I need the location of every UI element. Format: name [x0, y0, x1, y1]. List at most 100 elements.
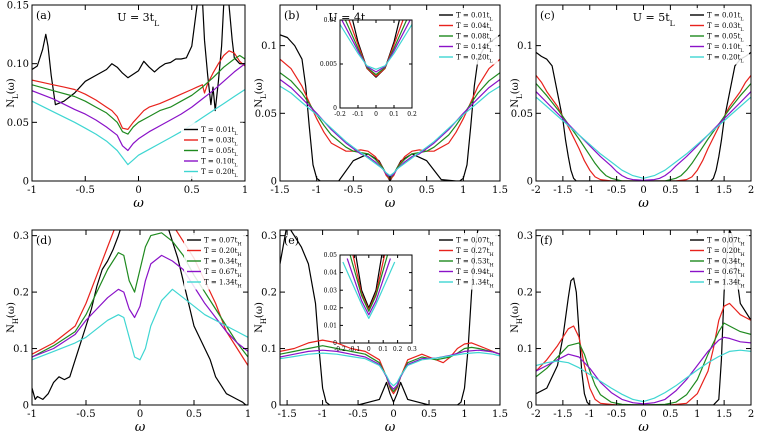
- panel-e-label: (e): [284, 234, 299, 247]
- panel-d-x-tick-label: -1: [27, 409, 37, 420]
- panel-c-y-tick-label: 0: [527, 177, 533, 188]
- panel-e-x-axis-label: ω: [385, 420, 396, 435]
- panel-e-curves: [280, 230, 500, 405]
- panel-e-legend-label: T = 0.07tH: [456, 237, 494, 248]
- panel-d-legend-label: T = 0.07tH: [204, 237, 242, 248]
- panel-a-x-tick-label: 0: [135, 185, 141, 196]
- panel-a-series-line-3: [32, 63, 245, 152]
- panel-e-series-line-3: [280, 349, 500, 390]
- panel-a-series-line-1: [32, 50, 245, 130]
- panel-c-x-tick-label: 2: [748, 185, 754, 196]
- panel-c: -2 -1.5 -1 -0.5 0 0.5 1 1.5 2 0 0.05 0.1 (c) U = 5tL ω…: [510, 4, 754, 211]
- panel-a-curves: [32, 5, 245, 166]
- panel-c-series-line-3: [536, 91, 751, 181]
- panel-c-x-tick-label: 1.5: [716, 185, 732, 196]
- panel-e-y-axis-label: NH(ω): [254, 302, 268, 333]
- panel-d-series-line-2: [32, 232, 248, 358]
- panel-e-legend-label: T = 0.27tH: [456, 247, 494, 258]
- panel-e-x-tick-label: -0.5: [348, 409, 367, 420]
- panel-c-label: (c): [540, 9, 555, 22]
- panel-f-x-tick-label: 1.5: [716, 409, 732, 420]
- panel-f-legend-label: T = 0.07tH: [707, 237, 745, 248]
- panel-f-legend-label: T = 1.34tH: [707, 279, 745, 290]
- panel-b-y-axis-label: NL(ω): [254, 78, 268, 107]
- panel-b-inset: -0.2 -0.1 0 0.1 0.2 0 0.005 0.01: [320, 17, 417, 118]
- panel-b-x-tick-label: -1: [312, 185, 322, 196]
- panel-b-x-tick-label: 0: [387, 185, 393, 196]
- panel-b-y-tick-label: 0.05: [255, 109, 277, 120]
- panel-d-curves: [32, 230, 248, 405]
- panel-b: -1.5-1-0.500.511.500.050.1(b)U = 4tLωNL(…: [254, 4, 508, 211]
- panel-f-legend-label: T = 0.34tH: [707, 258, 745, 269]
- panel-f-x-tick-label: 2: [748, 409, 754, 420]
- panel-a-x-tick-label: 0.5: [184, 185, 200, 196]
- panel-e-frame: [279, 229, 501, 406]
- panel-d-series-line-1: [32, 230, 248, 366]
- panel-e-inset-curves: [342, 255, 396, 319]
- panel-a-y-axis-label: NL(ω): [6, 78, 20, 107]
- panel-c-series-line-4: [536, 96, 751, 179]
- panel-c-x-tick-label: -1.5: [553, 185, 572, 196]
- panel-d: -1 -0.5 0 0.5 1 0 0.1 0.2 0.3 (d) ω NH(ω) T = 0.07tH…: [6, 229, 251, 435]
- panel-f-y-tick-label: 0.1: [517, 344, 533, 355]
- panel-e-inset-x-tick-label: 0: [367, 346, 371, 353]
- panel-b-legend-label: T = 0.08tL: [456, 33, 493, 44]
- panel-c-x-axis-label: ω: [638, 196, 649, 211]
- panel-f-x-tick-label: 1: [694, 409, 700, 420]
- panel-d-x-tick-label: -0.5: [76, 409, 95, 420]
- panel-c-x-tick-label: -0.5: [607, 185, 626, 196]
- panel-e-inset-y-tick-label: 0: [333, 340, 337, 347]
- panel-f-x-tick-label: -1.5: [553, 409, 572, 420]
- panel-b-legend-label: T = 0.01tL: [456, 12, 493, 23]
- panel-e-y-tick-label: 0.2: [261, 288, 277, 299]
- panel-e-inset-y-tick-label: 0.02: [324, 305, 338, 312]
- panel-c-series-line-0: [536, 51, 751, 181]
- panel-c-x-tick-label: -2: [531, 185, 541, 196]
- panel-e-inset: -0.2 -0.1 0 0.1 0.2 0.3 0 0.01 0.02 0.03 0.04 0.05: [324, 252, 417, 353]
- panel-d-y-tick-label: 0.2: [13, 288, 29, 299]
- panel-d-legend-label: T = 0.20tH: [204, 247, 242, 258]
- panel-b-inset-y-tick-label: 0.01: [324, 17, 337, 24]
- panel-a-label: (a): [36, 9, 51, 22]
- panel-c-legend-label: T = 0.10tL: [707, 43, 744, 54]
- panel-b-legend-label: T = 0.20tL: [456, 54, 493, 65]
- panel-d-y-tick-label: 0.1: [13, 344, 29, 355]
- panel-f-series-line-1: [536, 302, 751, 405]
- panel-b-inset-x-tick-label: -0.1: [352, 111, 364, 118]
- panel-f-x-tick-label: 0.5: [662, 409, 678, 420]
- panel-b-x-tick-label: -0.5: [344, 185, 363, 196]
- panel-e-series-line-4: [280, 351, 500, 387]
- panel-a-series-line-2: [32, 54, 245, 135]
- panel-a-y-tick-label: 0.05: [7, 118, 29, 129]
- panel-d-legend-label: T = 1.34tH: [204, 279, 242, 290]
- panel-d-y-tick-label: 0: [23, 401, 29, 412]
- panel-f: -2 -1.5 -1 -0.5 0 0.5 1 1.5 2 0 0.1 0.2 0.3 (f) ω NH(ω)…: [510, 229, 754, 435]
- panel-b-inset-x-tick-label: 0.1: [389, 111, 399, 118]
- panel-e-inset-series-line-0: [355, 255, 383, 309]
- panel-b-inset-series-line-1: [348, 20, 404, 77]
- panel-a-x-tick-label: 1: [242, 185, 248, 196]
- panel-e-legend-label: T = 0.53tH: [456, 258, 494, 269]
- panel-e-y-tick-label: 0.1: [261, 344, 277, 355]
- panel-e-series-line-0: [280, 230, 479, 405]
- panel-a-x-tick-label: -1: [27, 185, 37, 196]
- panel-a-legend-label: T = 0.20tL: [201, 168, 238, 179]
- panel-a-y-tick-label: 0: [23, 177, 29, 188]
- panel-b-legend-label: T = 0.14tL: [456, 43, 493, 54]
- panel-a-series-line-4: [32, 88, 245, 166]
- panel-e-x-tick-label: 0.5: [421, 409, 437, 420]
- panel-a-x-tick-label: -0.5: [76, 185, 95, 196]
- panel-f-y-tick-label: 0.2: [517, 288, 533, 299]
- panel-e: -1.5 -1 -0.5 0 0.5 1 1.5 0 0.1 0.2 0.3 (e) ω NH(ω) T =…: [254, 229, 508, 435]
- panel-e-inset-series-line-2: [349, 255, 389, 312]
- panel-a-series-line-0: [32, 5, 245, 112]
- panel-f-legend-label: T = 0.20tH: [707, 247, 745, 258]
- panel-d-y-axis-label: NH(ω): [6, 302, 20, 333]
- panel-c-u-label: U = 5tL: [633, 11, 675, 28]
- panel-d-series-line-4: [32, 288, 248, 361]
- panel-d-x-axis-label: ω: [135, 420, 146, 435]
- panel-e-inset-x-tick-label: -0.2: [334, 346, 346, 353]
